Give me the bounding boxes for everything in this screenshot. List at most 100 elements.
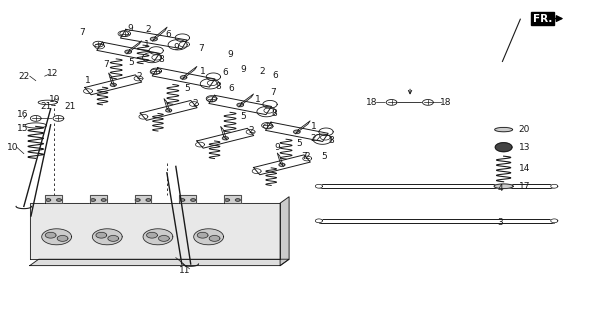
Polygon shape [182,67,197,79]
Polygon shape [57,236,68,241]
Text: 2: 2 [136,72,142,81]
Polygon shape [38,100,57,105]
Polygon shape [150,69,160,75]
Polygon shape [253,155,311,175]
Polygon shape [164,99,170,112]
Text: 1: 1 [311,122,317,131]
Text: 9: 9 [240,65,246,74]
Polygon shape [209,236,220,241]
Polygon shape [110,83,116,86]
Polygon shape [120,31,131,36]
Text: 5: 5 [184,84,190,93]
Polygon shape [264,108,274,113]
Text: 9: 9 [173,43,179,52]
Polygon shape [296,121,310,134]
Text: 8: 8 [215,82,221,91]
Polygon shape [120,29,187,49]
Polygon shape [294,130,300,133]
Text: 6: 6 [272,71,278,80]
Polygon shape [319,219,554,223]
Text: 22: 22 [311,134,321,143]
Text: 6: 6 [228,84,234,93]
Text: 19: 19 [49,95,61,104]
Text: 7: 7 [198,44,204,53]
Polygon shape [257,107,276,117]
Text: 18: 18 [365,98,377,107]
Polygon shape [279,163,285,166]
Text: 21: 21 [64,102,76,111]
Polygon shape [315,184,322,188]
Polygon shape [207,97,216,102]
Text: 15: 15 [17,124,29,133]
Polygon shape [140,100,197,120]
Polygon shape [494,184,513,188]
Polygon shape [191,199,195,201]
Text: 9: 9 [127,24,133,33]
Text: 20: 20 [519,125,530,134]
Polygon shape [239,94,253,107]
Text: 6: 6 [222,68,228,77]
Polygon shape [319,184,554,188]
Polygon shape [151,68,162,74]
Polygon shape [139,114,148,119]
Polygon shape [83,89,92,93]
Text: 9: 9 [227,50,233,59]
Polygon shape [277,153,284,167]
Text: 5: 5 [296,139,302,148]
Text: 16: 16 [17,110,29,119]
Polygon shape [386,100,397,105]
Text: 9: 9 [274,143,280,152]
Polygon shape [168,40,187,50]
Polygon shape [166,109,172,112]
Text: 10: 10 [7,143,19,152]
Text: 12: 12 [46,69,58,78]
Polygon shape [143,229,173,245]
Polygon shape [91,199,95,201]
Polygon shape [190,102,198,107]
Polygon shape [237,103,243,107]
Polygon shape [146,199,151,201]
Polygon shape [90,195,107,203]
Polygon shape [206,73,221,81]
Polygon shape [53,116,64,121]
Polygon shape [175,34,190,42]
Text: 13: 13 [519,143,530,152]
Polygon shape [280,197,289,266]
Polygon shape [209,95,272,115]
Polygon shape [321,135,330,140]
Text: 8: 8 [158,55,164,64]
Text: 2: 2 [193,99,198,108]
Polygon shape [197,232,208,238]
Polygon shape [30,259,289,266]
Polygon shape [262,123,272,128]
Text: 11: 11 [179,266,191,275]
Polygon shape [207,80,217,86]
Text: 1: 1 [85,76,91,85]
Polygon shape [235,199,240,201]
Polygon shape [200,79,219,89]
Polygon shape [96,232,107,238]
Text: 7: 7 [301,152,307,161]
Polygon shape [150,37,157,41]
Polygon shape [30,116,41,121]
Polygon shape [197,128,254,148]
Polygon shape [195,142,204,147]
Text: 2: 2 [259,67,265,76]
Text: 8: 8 [328,136,334,145]
Polygon shape [224,195,241,203]
Polygon shape [25,123,46,128]
Polygon shape [97,42,160,61]
Text: 17: 17 [519,182,530,191]
Polygon shape [127,41,141,54]
Polygon shape [495,143,512,152]
Polygon shape [142,52,162,63]
Polygon shape [95,44,104,49]
Text: 21: 21 [41,102,52,111]
Polygon shape [101,199,106,201]
Polygon shape [159,236,169,241]
Polygon shape [46,199,51,201]
Polygon shape [179,195,196,203]
Polygon shape [45,195,62,203]
Polygon shape [194,229,224,245]
Polygon shape [263,124,273,129]
